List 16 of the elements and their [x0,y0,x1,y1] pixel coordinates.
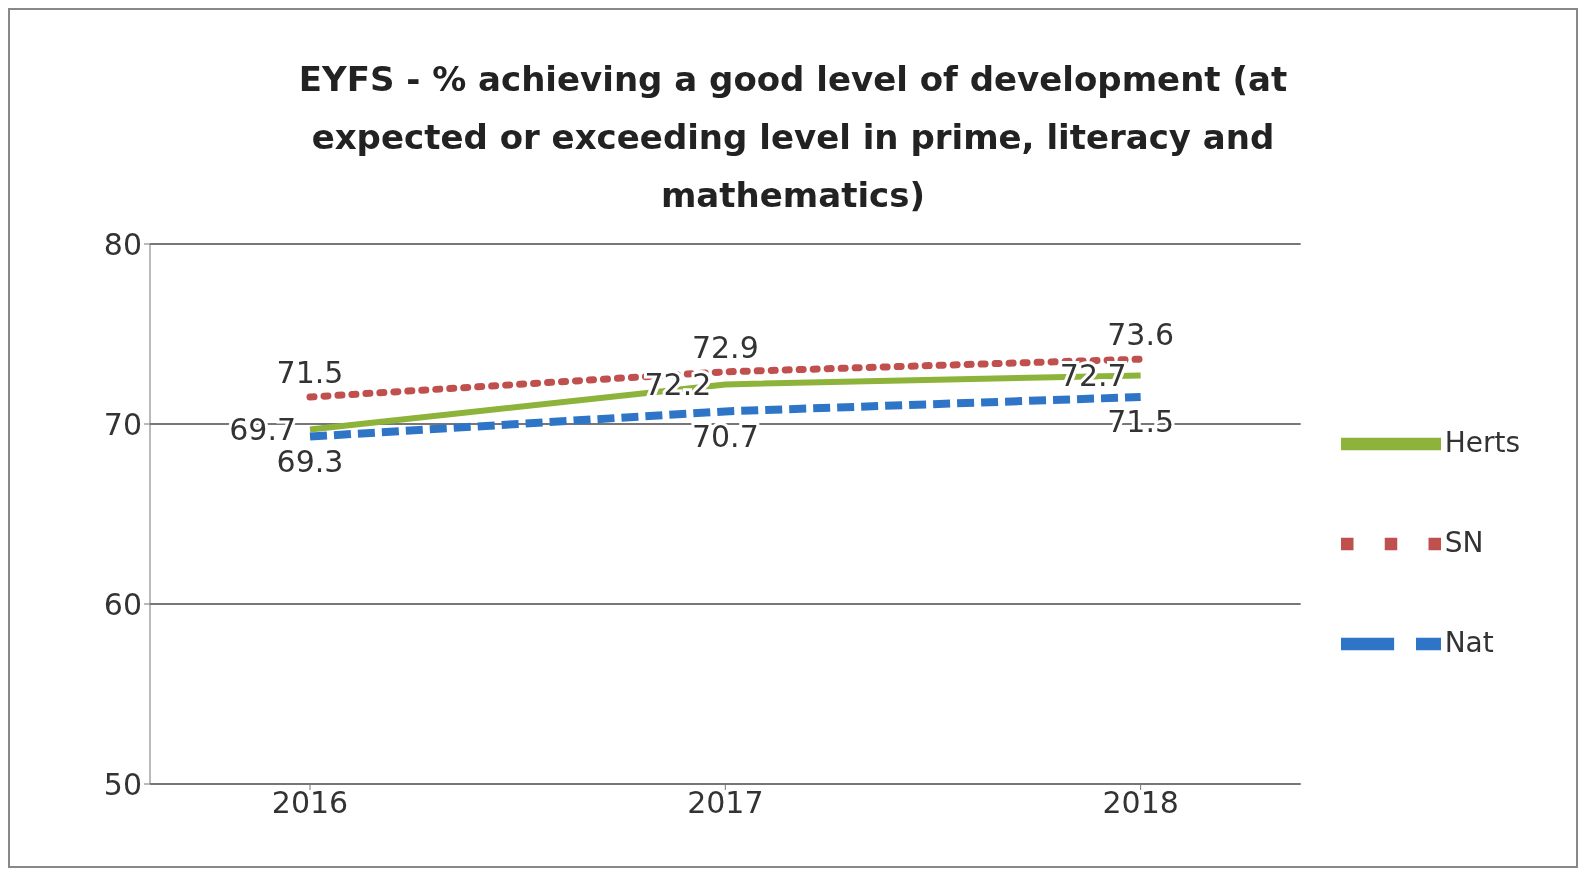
chart-title: EYFS - % achieving a good level of development (at expected or exceeding level in prime, literacy and mathematics) [297,58,1289,217]
data-label: 73.6 [1107,317,1175,353]
x-tick-label: 2018 [1102,785,1179,821]
legend-label: SN [1444,526,1484,559]
data-label: 70.7 [691,418,759,454]
x-tick-label: 2017 [687,785,764,821]
legend-label: Herts [1444,426,1520,459]
data-label: 71.5 [276,355,344,390]
y-tick-label: 70 [103,406,142,442]
data-label: 69.3 [276,443,344,479]
data-label: 72.9 [691,329,759,365]
y-tick-label: 80 [103,226,142,262]
legend-label: Nat [1444,626,1494,659]
x-tick-label: 2016 [271,785,349,821]
y-tick-label: 50 [103,766,142,802]
y-tick-label: 60 [103,586,142,622]
